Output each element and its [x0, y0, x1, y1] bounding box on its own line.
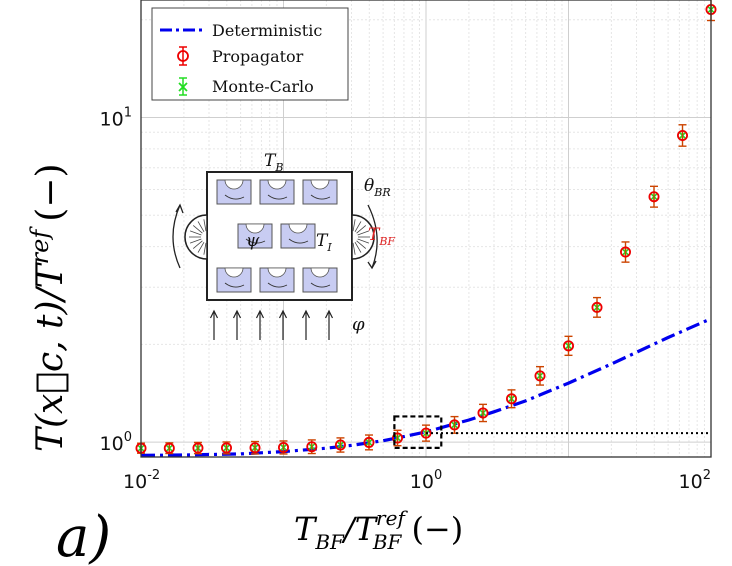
tick-labels: 10-2 100 102 100 101 — [100, 105, 711, 493]
legend-label-propagator: Propagator — [212, 47, 304, 66]
inset-cell — [216, 179, 252, 205]
point-propagator — [677, 124, 689, 147]
inset-diagram: TB TI TBF θBR ψ φ — [172, 151, 395, 340]
point-propagator — [563, 335, 575, 357]
point-propagator — [477, 403, 489, 423]
label-ti: TI — [316, 231, 332, 254]
x-tick-label: 102 — [679, 468, 711, 493]
x-tick-label: 100 — [410, 468, 442, 493]
semicircle-rays — [189, 219, 370, 255]
inset-cell — [302, 179, 338, 205]
x-tick-label: 10-2 — [123, 468, 160, 493]
inset-cell — [259, 267, 295, 293]
point-propagator — [277, 440, 289, 455]
legend-label-deterministic: Deterministic — [212, 21, 322, 40]
inset-cell — [259, 179, 295, 205]
series-deterministic-line — [140, 317, 712, 457]
highlight-box — [393, 415, 443, 449]
legend-label-monte-carlo: Monte-Carlo — [212, 77, 314, 96]
y-axis-label: T(x⃗c, t)/Tref(−) — [26, 164, 71, 453]
point-propagator — [163, 442, 175, 455]
point-propagator — [591, 296, 603, 318]
point-propagator — [534, 365, 546, 386]
label-theta-br: θBR — [364, 176, 391, 199]
point-propagator — [363, 434, 375, 451]
point-propagator — [505, 389, 517, 409]
point-propagator — [620, 241, 632, 263]
label-phi: φ — [352, 314, 365, 335]
point-propagator — [449, 415, 461, 434]
legend: Deterministic Propagator Monte-Carlo — [151, 7, 349, 101]
panel-label: a) — [56, 505, 111, 566]
point-propagator — [249, 440, 261, 455]
inset-cells — [216, 179, 338, 293]
x-axis-label: TBF/Tref BF (−) — [294, 506, 463, 554]
y-tick-label: 100 — [100, 430, 132, 455]
inset-cell — [216, 267, 252, 293]
point-propagator — [220, 441, 232, 455]
legend-marker-monte-carlo — [178, 77, 188, 96]
right-curved-arrow — [367, 204, 378, 269]
inset-cell — [237, 223, 273, 249]
bottom-arrows — [209, 309, 334, 340]
point-propagator — [192, 441, 204, 455]
inset-cell — [302, 267, 338, 293]
point-propagator — [334, 437, 346, 453]
legend-marker-propagator — [177, 46, 189, 66]
point-propagator — [392, 429, 404, 447]
left-curved-arrow — [172, 204, 181, 269]
point-propagator — [306, 439, 318, 455]
inset-cell — [280, 223, 316, 249]
plot-frame — [140, 0, 712, 458]
y-tick-label: 101 — [100, 105, 132, 130]
point-propagator — [648, 185, 660, 208]
label-tbf: TBF — [368, 225, 395, 248]
label-tb: TB — [264, 151, 283, 174]
label-psi: ψ — [246, 231, 260, 251]
